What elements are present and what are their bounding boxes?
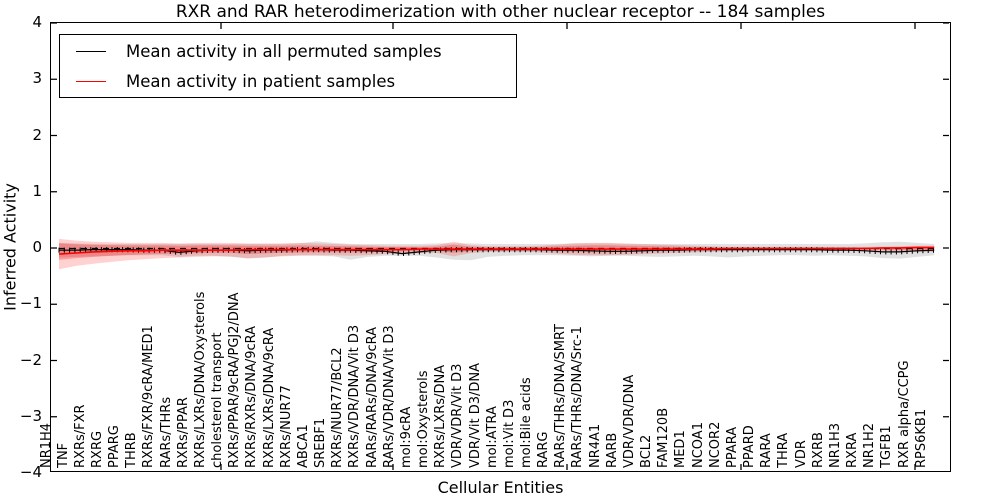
x-category-label: RXRs/LXRs/DNA/Oxysterols <box>192 291 208 468</box>
x-category-label: RXRs/VDR/DNA/Vit D3 <box>347 324 363 468</box>
x-category-label: PPARA <box>724 426 740 468</box>
y-tick-label: −3 <box>19 406 42 425</box>
x-category-label: RXRs/PPAR/9cRA/PGJ2/DNA <box>227 292 243 469</box>
chart-canvas <box>51 23 949 470</box>
x-category-label: RARs/THRs/DNA/SMRT <box>553 324 569 468</box>
x-category-label: NR1H2 <box>862 422 878 468</box>
patient-band-outer <box>59 238 935 270</box>
x-category-label: RXRs/NUR77 <box>278 385 294 468</box>
x-category-label: RXRs/RXRs/DNA/9cRA <box>244 325 260 468</box>
x-category-label: mol:Bile acids <box>518 377 534 468</box>
x-category-label: VDR/VDR/Vit D3 <box>450 363 466 468</box>
legend-item: Mean activity in patient samples <box>60 68 516 94</box>
x-category-label: RPS6KB1 <box>913 408 929 468</box>
x-category-label: mol:Vit D3 <box>501 399 517 468</box>
x-category-label: mol:9cRA <box>398 406 414 468</box>
legend: Mean activity in all permuted samples Mea… <box>59 34 517 98</box>
legend-item: Mean activity in all permuted samples <box>60 38 516 64</box>
y-tick-label: 4 <box>32 13 42 31</box>
x-category-label: RXRs/FXR <box>72 404 88 468</box>
y-tick-label: 3 <box>32 69 42 88</box>
plot-area: NR1H4 TNF RXRs/FXR RXRG PPARG THRB RXRs/FXR/9c… <box>39 22 951 472</box>
x-axis-title: Cellular Entities <box>437 478 564 497</box>
x-category-label: VDR <box>793 440 809 468</box>
legend-item-label: Mean activity in patient samples <box>126 71 396 91</box>
x-category-label: RARB <box>604 432 620 468</box>
x-category-label: SREBF1 <box>313 417 329 468</box>
x-category-label: RXRs/LXRs/DNA <box>433 364 449 468</box>
x-category-label: NR4A1 <box>587 423 603 468</box>
x-category-label: RXRB <box>810 432 826 468</box>
x-category-label: RXR alpha/CCPG <box>896 360 912 468</box>
x-category-label: RARA <box>759 433 775 468</box>
x-category-label: RARs/THRs <box>158 396 174 468</box>
legend-line-sample <box>76 80 106 82</box>
x-category-label: RXRA <box>845 432 861 468</box>
patient-band-inner <box>59 243 935 260</box>
x-category-label: RARs/RARs/DNA/9cRA <box>364 327 380 468</box>
x-category-label: RXRs/FXR/9cRA/MED1 <box>141 325 157 468</box>
x-category-label: RARG <box>536 431 552 468</box>
x-category-label: VDR/VDR/DNA <box>621 374 637 468</box>
x-category-label: mol:ATRA <box>484 406 500 468</box>
x-category-label: THRA <box>776 432 792 468</box>
x-category-label: RARs/VDR/DNA/Vit D3 <box>381 325 397 468</box>
x-category-label: TNF <box>55 442 71 468</box>
x-category-label: RARs/THRs/DNA/Src-1 <box>570 326 586 468</box>
y-tick-label: 0 <box>32 238 42 256</box>
x-category-label: ABCA1 <box>295 424 311 468</box>
axis-ticks <box>51 23 949 470</box>
y-tick-label: −4 <box>19 463 42 481</box>
x-category-label: THRB <box>124 432 140 468</box>
x-category-label: MED1 <box>673 430 689 468</box>
x-category-label: VDR/Vit D3/DNA <box>467 362 483 468</box>
chart-title: RXR and RAR heterodimerization with othe… <box>175 2 826 22</box>
x-category-label: NR1H4 <box>38 422 54 468</box>
x-category-label: RXRs/LXRs/DNA/9cRA <box>261 327 277 468</box>
x-category-label: TGFB1 <box>879 425 895 468</box>
y-tick-label: 2 <box>32 125 42 144</box>
permuted-band <box>59 241 935 261</box>
y-tick-label: −2 <box>19 350 42 369</box>
x-category-label: RXRs/PPAR <box>175 397 191 468</box>
x-category-label: RXRs/NUR77/BCL2 <box>330 347 346 468</box>
x-category-label: BCL2 <box>639 434 655 468</box>
legend-line-sample <box>76 50 106 52</box>
x-category-label: cholesterol transport <box>210 332 226 468</box>
x-category-label: PPARD <box>742 425 758 468</box>
x-category-label: NCOA1 <box>690 422 706 468</box>
x-category-label: FAM120B <box>656 407 672 468</box>
x-category-label: mol:Oxysterols <box>416 370 432 469</box>
x-category-label: PPARG <box>107 425 123 468</box>
patient-mean-line <box>58 246 935 255</box>
legend-item-label: Mean activity in all permuted samples <box>126 41 442 61</box>
x-category-label: NR1H3 <box>827 422 843 468</box>
y-tick-label: 1 <box>32 181 42 200</box>
x-category-label: NCOR2 <box>707 421 723 468</box>
y-tick-label: −1 <box>19 294 42 313</box>
x-category-label: RXRG <box>89 430 105 468</box>
